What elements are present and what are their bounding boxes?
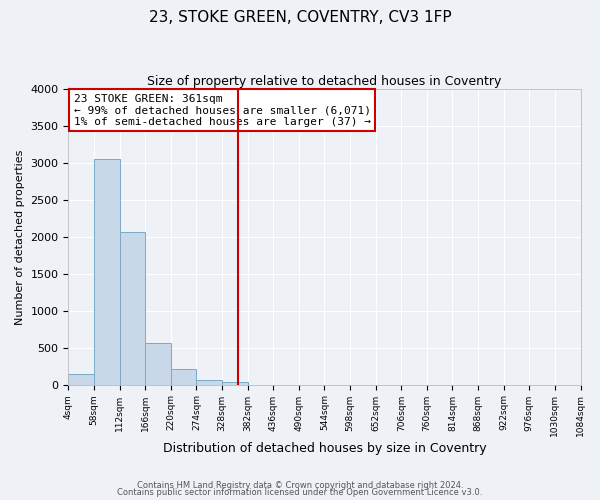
Text: Contains public sector information licensed under the Open Government Licence v3: Contains public sector information licen… [118,488,482,497]
Bar [171,369,196,384]
Bar [119,232,145,384]
Bar [145,343,171,384]
Text: Contains HM Land Registry data © Crown copyright and database right 2024.: Contains HM Land Registry data © Crown c… [137,480,463,490]
Text: 23 STOKE GREEN: 361sqm
← 99% of detached houses are smaller (6,071)
1% of semi-d: 23 STOKE GREEN: 361sqm ← 99% of detached… [74,94,371,127]
Bar [196,380,222,384]
X-axis label: Distribution of detached houses by size in Coventry: Distribution of detached houses by size … [163,442,486,455]
Bar [68,374,94,384]
Y-axis label: Number of detached properties: Number of detached properties [15,149,25,324]
Title: Size of property relative to detached houses in Coventry: Size of property relative to detached ho… [147,75,502,88]
Text: 23, STOKE GREEN, COVENTRY, CV3 1FP: 23, STOKE GREEN, COVENTRY, CV3 1FP [149,10,451,25]
Bar [222,382,248,384]
Bar [94,158,119,384]
